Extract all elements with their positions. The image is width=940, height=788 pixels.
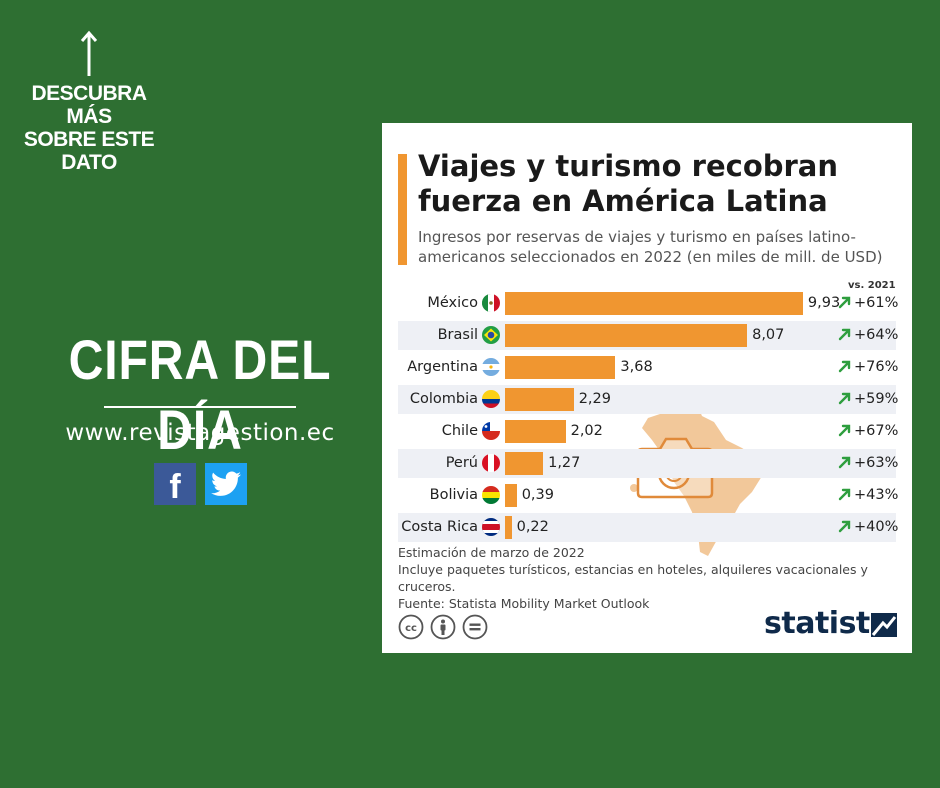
category-label: Costa Rica [401, 519, 478, 535]
data-label: 9,93 [807, 295, 841, 311]
brazil-flag-icon [482, 326, 500, 344]
divider [104, 406, 296, 408]
promo-line: DESCUBRA MÁS [31, 82, 147, 128]
bar-row: México 9,93 +61% [398, 289, 898, 318]
note-line: Estimación de marzo de 2022 [398, 545, 585, 560]
category-label: México [427, 295, 478, 311]
up-trend-arrow-icon [838, 296, 851, 309]
chart-notes: Estimación de marzo de 2022 Incluye paqu… [398, 544, 908, 612]
category-label: Perú [445, 455, 478, 471]
category-label: Argentina [407, 359, 478, 375]
category-label: Colombia [409, 391, 478, 407]
bar [505, 356, 616, 379]
data-label: 3,68 [620, 359, 653, 375]
change-value: +59% [854, 391, 899, 407]
up-trend-arrow-icon [838, 392, 851, 405]
mexico-flag-icon [482, 294, 500, 312]
statista-logo-text[interactable]: statista [764, 606, 890, 641]
change-label: +40% [838, 513, 898, 542]
bar-row: Costa Rica 0,22 +40% [398, 513, 898, 542]
change-value: +67% [854, 423, 899, 439]
category-label: Brasil [437, 327, 478, 343]
colombia-flag-icon [482, 390, 500, 408]
data-label: 8,07 [752, 327, 785, 343]
twitter-button[interactable] [205, 463, 247, 505]
twitter-icon [211, 471, 241, 496]
up-trend-arrow-icon [838, 328, 851, 341]
change-label: +43% [838, 481, 898, 510]
bar-row: Argentina 3,68 +76% [398, 353, 898, 382]
chile-flag-icon [482, 422, 500, 440]
bar [505, 292, 803, 315]
promo-line: SOBRE ESTE [23, 128, 155, 151]
promo-link-text[interactable]: DESCUBRA MÁS SOBRE ESTE DATO [14, 82, 164, 174]
promo-line: DATO [61, 151, 117, 174]
change-label: +76% [838, 353, 898, 382]
up-arrow-icon [80, 30, 98, 76]
change-value: +64% [854, 327, 899, 343]
change-label: +59% [838, 385, 898, 414]
change-label: +64% [838, 321, 898, 350]
change-label: +63% [838, 449, 898, 478]
change-value: +40% [854, 519, 899, 535]
bar-row: Bolivia 0,39 +43% [398, 481, 898, 510]
category-label: Chile [441, 423, 478, 439]
change-value: +43% [854, 487, 899, 503]
data-label: 2,29 [578, 391, 611, 407]
up-trend-arrow-icon [838, 456, 851, 469]
change-label: +67% [838, 417, 898, 446]
headline: CIFRA DEL DÍA [68, 328, 332, 461]
bolivia-flag-icon [482, 486, 500, 504]
nd-icon[interactable] [462, 614, 488, 640]
license-icons: cc [398, 614, 488, 640]
by-icon[interactable] [430, 614, 456, 640]
facebook-button[interactable]: f [154, 463, 196, 506]
bar [505, 484, 517, 507]
statista-logo-icon [871, 613, 897, 637]
cc-icon[interactable]: cc [398, 614, 424, 640]
up-trend-arrow-icon [838, 488, 851, 501]
change-value: +61% [854, 295, 899, 311]
change-value: +63% [854, 455, 899, 471]
data-label: 1,27 [548, 455, 581, 471]
bar-row: Colombia 2,29 +59% [398, 385, 898, 414]
change-label: +61% [838, 289, 898, 318]
up-trend-arrow-icon [838, 520, 851, 533]
argentina-flag-icon [482, 358, 500, 376]
bar-row: Chile 2,02 +67% [398, 417, 898, 446]
website-link[interactable]: www.revistagestion.ec [65, 420, 335, 446]
change-column-header: vs. 2021 [848, 280, 896, 291]
facebook-icon: f [169, 468, 181, 506]
bar-row: Brasil 8,07 +64% [398, 321, 898, 350]
data-label: 0,39 [521, 487, 554, 503]
title-accent-bar [398, 154, 407, 265]
bar [505, 324, 748, 347]
svg-text:cc: cc [405, 623, 417, 634]
chart-subtitle: Ingresos por reservas de viajes y turism… [418, 228, 883, 266]
bar [505, 452, 544, 475]
note-line: Incluye paquetes turísticos, estancias e… [398, 562, 868, 594]
category-label: Bolivia [429, 487, 478, 503]
bar [505, 516, 512, 539]
chart-card: Viajes y turismo recobran fuerza en Amér… [382, 123, 912, 653]
bar [505, 388, 574, 411]
up-trend-arrow-icon [838, 424, 851, 437]
peru-flag-icon [482, 454, 500, 472]
data-label: 2,02 [570, 423, 603, 439]
data-label: 0,22 [516, 519, 549, 535]
chart-title: Viajes y turismo recobran fuerza en Amér… [418, 149, 839, 218]
costa-rica-flag-icon [482, 518, 500, 536]
change-value: +76% [854, 359, 899, 375]
source-line: Fuente: Statista Mobility Market Outlook [398, 596, 650, 611]
bar [505, 420, 566, 443]
up-trend-arrow-icon [838, 360, 851, 373]
bar-row: Perú 1,27 +63% [398, 449, 898, 478]
